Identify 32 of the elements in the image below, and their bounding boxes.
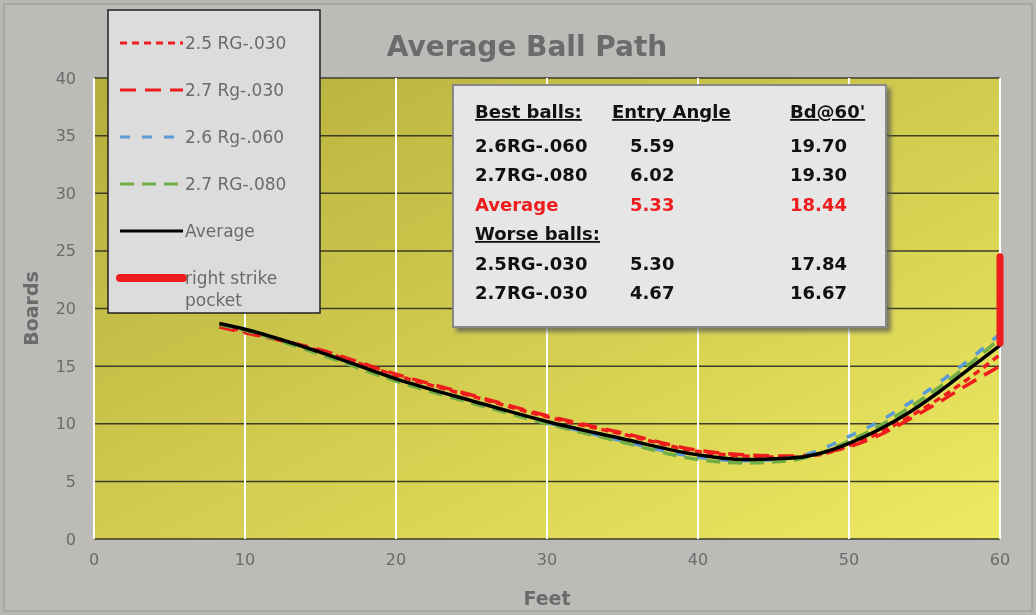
y-tick-label: 35 <box>55 126 76 146</box>
legend-label: right strike pocket <box>185 267 278 311</box>
text: 2.6RG-.060 5.59 19.70 <box>475 134 847 156</box>
text: 2.5RG-.030 5.30 17.84 <box>475 252 847 274</box>
legend-label: 2.7 Rg-.030 <box>185 79 285 100</box>
text: 2.7RG-.080 6.02 19.30 <box>475 164 847 185</box>
legend-label: 2.5 RG-.030 <box>185 32 287 53</box>
legend-label: 2.7 RG-.080 <box>185 173 287 194</box>
y-tick-label: 5 <box>65 471 76 491</box>
text: 2.7RG-.030 4.67 16.67 <box>475 282 847 303</box>
x-tick-label: 20 <box>385 550 407 569</box>
legend-label: 2.6 Rg-.060 <box>185 126 285 147</box>
y-tick-label: 30 <box>55 183 76 203</box>
y-tick-label: 15 <box>55 356 76 376</box>
x-tick-label: 40 <box>687 550 709 569</box>
y-axis-title: Boards <box>20 271 42 346</box>
x-tick-label: 60 <box>989 550 1011 569</box>
annotation: Worse balls: <box>475 223 600 244</box>
x-axis-title: Feet <box>523 587 571 609</box>
y-tick-label: 20 <box>55 299 76 319</box>
chart-title: Average Ball Path <box>386 30 668 63</box>
text: Average 5.33 18.44 <box>475 193 847 215</box>
x-tick-label: 0 <box>88 550 100 569</box>
y-tick-label: 25 <box>55 241 76 261</box>
y-tick-label: 40 <box>55 68 76 88</box>
legend-label: Average <box>185 220 255 241</box>
text: Best balls: Entry Angle Bd@60' <box>475 101 866 122</box>
x-tick-label: 10 <box>234 550 256 569</box>
x-tick-label: 30 <box>536 550 558 569</box>
y-tick-label: 10 <box>55 414 76 434</box>
x-tick-label: 50 <box>838 550 860 569</box>
y-tick-label: 0 <box>65 529 76 549</box>
